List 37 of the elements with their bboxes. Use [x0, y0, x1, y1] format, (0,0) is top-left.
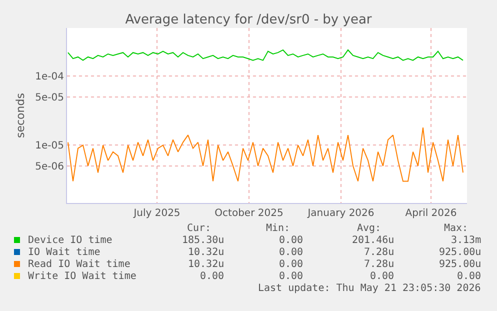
- legend-label: Read IO Wait time: [28, 259, 130, 270]
- x-tick-label: October 2025: [214, 208, 284, 219]
- text: Max:: [444, 223, 468, 234]
- text: 7.28u: [364, 259, 394, 270]
- legend-label: IO Wait time: [28, 247, 100, 258]
- text: 0.00: [279, 247, 304, 258]
- line-series: [68, 49, 464, 61]
- text: 925.00u: [439, 247, 482, 258]
- y-tick-label: 5e-06: [35, 161, 64, 172]
- y-tick-label: 5e-05: [35, 92, 64, 104]
- y-tick-label: 1e-04: [35, 72, 64, 83]
- text: 7.28u: [364, 247, 394, 258]
- text: 10.32u: [188, 259, 224, 270]
- text: 201.46u: [352, 235, 394, 246]
- text: Min:: [266, 223, 290, 234]
- text: 3.13m: [451, 235, 482, 246]
- text: Avg:: [357, 223, 382, 234]
- text: 0.00: [457, 271, 482, 282]
- text: Cur:: [187, 223, 212, 234]
- x-tick-label: January 2026: [306, 208, 374, 219]
- text: 0.00: [279, 235, 304, 246]
- text: 0.00: [200, 271, 224, 282]
- line-series: [68, 127, 464, 182]
- legend-label: Write IO Wait time: [28, 271, 136, 282]
- text: 10.32u: [188, 247, 224, 258]
- text: 0.00: [279, 259, 304, 270]
- text: 0.00: [370, 271, 394, 282]
- y-tick-label: 1e-05: [35, 140, 64, 152]
- text: 185.30u: [182, 235, 224, 246]
- text: 925.00u: [439, 259, 482, 270]
- x-tick-label: April 2026: [405, 208, 457, 219]
- text: Last update: Thu May 21 23:05:30 2026: [258, 283, 481, 294]
- chart-title: Average latency for /dev/sr0 - by year: [125, 12, 372, 28]
- legend-label: Device IO time: [28, 235, 112, 246]
- text: 0.00: [279, 271, 304, 282]
- x-tick-label: July 2025: [132, 208, 180, 219]
- y-axis-title: seconds: [14, 92, 27, 138]
